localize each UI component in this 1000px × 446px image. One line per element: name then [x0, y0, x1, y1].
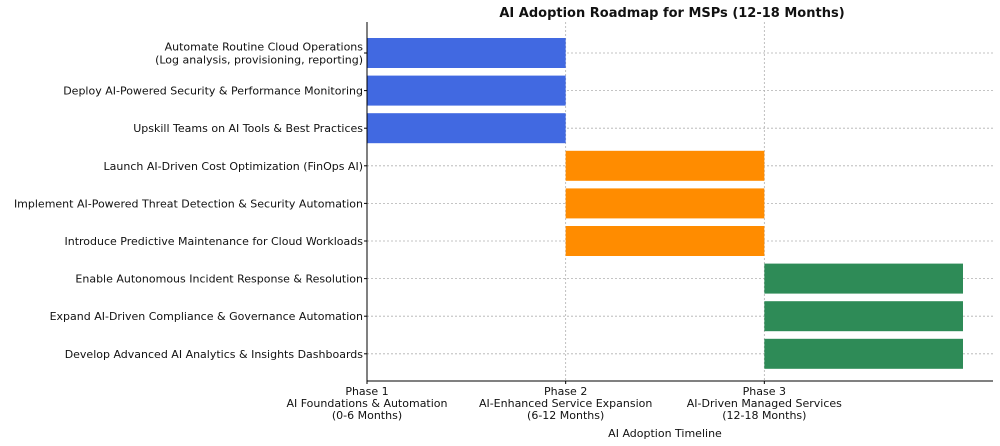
- bar-layer: [367, 38, 963, 369]
- task-label-layer: Automate Routine Cloud Operations (Log an…: [14, 41, 363, 361]
- task-label-line: Expand AI-Driven Compliance & Governance…: [50, 310, 363, 323]
- task-bar: [565, 226, 765, 256]
- x-tick-label-line: Phase 2: [544, 385, 587, 398]
- x-tick-label-line: (0-6 Months): [332, 409, 402, 422]
- x-tick-label-line: AI-Driven Managed Services: [687, 397, 842, 410]
- x-tick-label-line: (12-18 Months): [722, 409, 806, 422]
- x-axis-label: AI Adoption Timeline: [608, 427, 722, 440]
- task-label-line: Develop Advanced AI Analytics & Insights…: [65, 348, 364, 361]
- x-tick-label: Phase 1 AI Foundations & Automation (0-6 M…: [286, 385, 447, 422]
- task-label-line: (Log analysis, provisioning, reporting): [155, 54, 363, 67]
- task-bar: [367, 38, 566, 68]
- x-tick-label-line: Phase 1: [345, 385, 388, 398]
- x-tick-label-line: (6-12 Months): [527, 409, 604, 422]
- task-bar: [367, 75, 566, 106]
- task-label: Deploy AI-Powered Security & Performance…: [63, 85, 363, 98]
- x-tick-label-line: AI Foundations & Automation: [286, 397, 447, 410]
- task-label-line: Enable Autonomous Incident Response & Re…: [75, 273, 363, 286]
- x-tick-label: Phase 2 AI-Enhanced Service Expansion (6-1…: [479, 385, 652, 422]
- task-bar: [764, 301, 963, 332]
- x-tick-layer: Phase 1 AI Foundations & Automation (0-6 M…: [286, 385, 842, 422]
- task-label: Enable Autonomous Incident Response & Re…: [75, 273, 363, 286]
- task-label-line: Launch AI-Driven Cost Optimization (FinO…: [104, 160, 363, 173]
- task-label: Expand AI-Driven Compliance & Governance…: [50, 310, 363, 323]
- task-label-line: Upskill Teams on AI Tools & Best Practic…: [133, 122, 363, 135]
- task-bar: [764, 263, 963, 294]
- task-label: Launch AI-Driven Cost Optimization (FinO…: [104, 160, 363, 173]
- task-label: Implement AI-Powered Threat Detection & …: [14, 197, 363, 210]
- x-tick-label-line: AI-Enhanced Service Expansion: [479, 397, 652, 410]
- task-bar: [764, 338, 963, 369]
- task-label: Develop Advanced AI Analytics & Insights…: [65, 348, 364, 361]
- x-tick-label-line: Phase 3: [743, 385, 786, 398]
- x-tick-label: Phase 3 AI-Driven Managed Services (12-18 …: [687, 385, 842, 422]
- task-label-line: Deploy AI-Powered Security & Performance…: [63, 85, 363, 98]
- task-label: Introduce Predictive Maintenance for Clo…: [65, 235, 364, 248]
- task-label-line: Implement AI-Powered Threat Detection & …: [14, 197, 363, 210]
- axis-layer: [364, 22, 993, 384]
- chart-title: AI Adoption Roadmap for MSPs (12-18 Mont…: [499, 6, 844, 21]
- task-bar: [565, 188, 765, 219]
- task-label-line: Automate Routine Cloud Operations: [165, 41, 364, 54]
- task-label: Upskill Teams on AI Tools & Best Practic…: [133, 122, 363, 135]
- task-bar: [367, 113, 566, 144]
- task-bar: [565, 150, 765, 181]
- task-label-line: Introduce Predictive Maintenance for Clo…: [65, 235, 364, 248]
- task-label: Automate Routine Cloud Operations (Log an…: [155, 41, 363, 67]
